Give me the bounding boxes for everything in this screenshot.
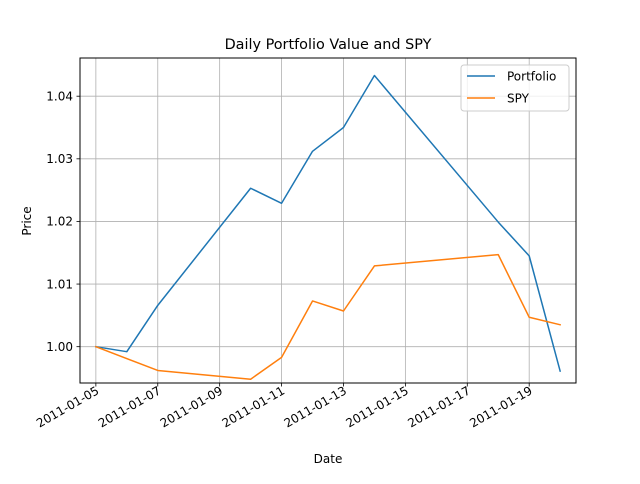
chart-title: Daily Portfolio Value and SPY [225,37,432,53]
legend-label-spy: SPY [507,92,530,106]
series-line-portfolio [94,74,562,373]
legend-label-portfolio: Portfolio [507,70,556,84]
grid [80,58,576,383]
series-layer [94,74,562,380]
y-tick-label: 1.01 [46,277,73,291]
x-axis-label: Date [314,452,343,466]
plot-frame [79,57,577,384]
legend: Portfolio SPY [460,64,570,112]
y-tick-label: 1.03 [46,152,73,166]
y-tick-label: 1.04 [46,90,73,104]
y-tick-label: 1.00 [46,340,73,354]
y-axis-label: Price [20,206,34,235]
y-tick-label: 1.02 [46,215,73,229]
y-axis: 1.00 1.01 1.02 1.03 1.04 [46,90,80,354]
series-line-spy [94,253,562,380]
